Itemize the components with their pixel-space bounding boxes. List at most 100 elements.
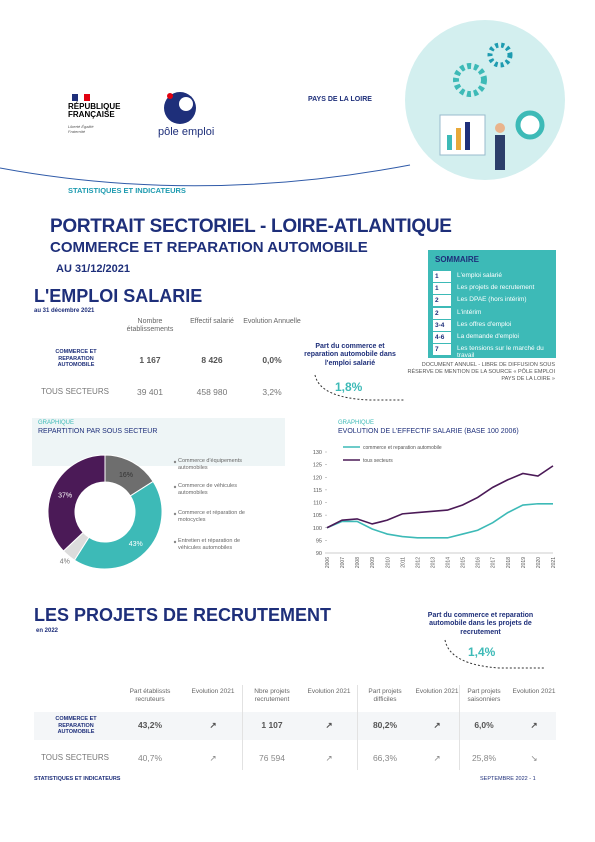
summary-page: 2 <box>433 295 451 307</box>
flag <box>84 94 90 101</box>
screen <box>439 114 486 156</box>
column-header: Evolution 2021 <box>512 688 556 695</box>
summary-label: Les DPAE (hors intérim) <box>457 296 527 304</box>
icon-bar <box>465 122 470 150</box>
header-art <box>0 20 565 187</box>
x-tick-label: 2016 <box>476 557 482 568</box>
table-cell: 3,2% <box>262 387 282 397</box>
column-header: Evolution 2021 <box>307 688 351 695</box>
legend-label: Commerce et réparation de motocycles <box>178 510 245 523</box>
person-head <box>495 123 505 133</box>
legend-label: commerce et reparation automobile <box>363 445 442 451</box>
republic: RÉPUBLIQUE FRANÇAISE <box>68 102 121 120</box>
x-tick-label: 2017 <box>491 557 497 568</box>
y-tick-label: 105 <box>313 513 322 519</box>
x-tick-label: 2014 <box>446 557 452 568</box>
table-cell: ↗ <box>209 720 217 730</box>
line-series <box>326 465 554 529</box>
legend-marker <box>173 512 177 516</box>
brand-logo <box>167 93 173 99</box>
table-cell: 458 980 <box>196 387 228 397</box>
value-label: 16% <box>119 472 133 479</box>
summary-page: 1 <box>433 283 451 295</box>
legend-box: Commerce d'équipements automobiles <box>178 458 242 471</box>
row-label: TOUS SECTEURS <box>41 753 109 762</box>
series: STATISTIQUES ET INDICATEURS <box>68 186 186 195</box>
y-tick-label: 115 <box>313 488 322 494</box>
y-tick-label: 130 <box>313 450 322 456</box>
chart-label: GRAPHIQUE <box>38 420 75 426</box>
row-label: COMMERCE ET REPARATION AUTOMOBILE <box>55 349 97 369</box>
table-cell: ↗ <box>325 753 333 763</box>
x-tick-label: 2013 <box>430 557 436 568</box>
donut-segment <box>47 454 106 552</box>
title: PORTRAIT SECTORIEL - LOIRE-ATLANTIQUE <box>50 216 452 237</box>
share-label: Part du commerce et reparation automobil… <box>304 343 396 367</box>
chart-title: REPARTITION PAR SOUS SECTEUR <box>38 428 158 435</box>
share-value: 1,8% <box>335 380 363 394</box>
x-tick-label: 2015 <box>461 557 467 568</box>
table-cell: 76 594 <box>259 753 285 763</box>
summary-label: Les projets de recrutement <box>457 284 535 292</box>
row-band <box>34 712 556 740</box>
value-label: 43% <box>129 541 143 548</box>
summary-item: 2 Les DPAE (hors intérim) <box>433 295 555 307</box>
column-header: Part établissts recruteurs <box>129 688 171 703</box>
share-value: 1,4% <box>468 645 496 659</box>
table-cell: ↗ <box>209 753 217 763</box>
footer-left: STATISTIQUES ET INDICATEURS <box>34 776 121 782</box>
brand-logo <box>179 97 193 111</box>
legend-marker <box>173 485 177 489</box>
summary-item: 1 L'emploi salarié <box>433 271 555 283</box>
y-tick-label: 120 <box>313 475 322 481</box>
gear <box>453 63 487 97</box>
section-subtitle: en 2022 <box>36 628 59 634</box>
table-cell: 6,0% <box>474 720 494 730</box>
icon-bar <box>447 135 452 150</box>
x-tick-label: 2018 <box>506 557 512 568</box>
column-header: Nbre projets recrutement <box>254 688 290 703</box>
column-header: Evolution 2021 <box>191 688 235 695</box>
flag <box>78 94 84 101</box>
column-header: Nombre établissements <box>126 318 174 334</box>
section-subtitle: au 31 décembre 2021 <box>34 308 95 314</box>
value-label: 37% <box>58 493 72 500</box>
gear <box>487 42 513 68</box>
row-label: TOUS SECTEURS <box>41 387 109 396</box>
chart-title: EVOLUTION DE L'EFFECTIF SALARIE (BASE 10… <box>338 428 519 435</box>
chart-label: GRAPHIQUE <box>338 420 375 426</box>
column-header: Part projets saisonniers <box>467 688 501 703</box>
value-label: 4% <box>60 559 70 566</box>
chart-header-band <box>32 418 285 466</box>
y-tick-label: 95 <box>316 538 322 544</box>
column-header: Part projets difficiles <box>368 688 402 703</box>
illustration-circle <box>405 20 565 180</box>
icon-bar <box>456 128 461 150</box>
y-tick-label: 110 <box>313 501 322 507</box>
summary-title: SOMMAIRE <box>435 255 479 264</box>
brand-name: pôle emploi <box>158 126 215 138</box>
table-cell: 43,2% <box>137 720 163 730</box>
region: PAYS DE LA LOIRE <box>308 96 372 103</box>
column-header: Evolution Annuelle <box>243 318 301 325</box>
summary-page: 7 <box>433 344 451 356</box>
table-cell: 1 107 <box>261 720 283 730</box>
x-tick-label: 2021 <box>551 557 557 568</box>
x-tick-label: 2019 <box>521 557 527 568</box>
table-cell: ↗ <box>433 720 441 730</box>
icon-pie <box>515 110 545 140</box>
summary-item: 1 Les projets de recrutement <box>433 283 555 295</box>
legend-marker <box>173 460 177 464</box>
column-header: Effectif salarié <box>190 318 234 325</box>
notice: DOCUMENT ANNUEL - LIBRE DE DIFFUSION SOU… <box>407 362 555 383</box>
legend-marker <box>173 540 177 544</box>
table-cell: 40,7% <box>137 753 163 763</box>
summary-label: L'intérim <box>457 308 482 316</box>
x-tick-label: 2008 <box>355 557 361 568</box>
table-cell: 66,3% <box>372 753 398 763</box>
group-divider <box>242 685 243 770</box>
table-cell: ↘ <box>530 753 538 763</box>
x-tick-label: 2020 <box>536 557 542 568</box>
table-cell: 1 167 <box>139 355 161 365</box>
